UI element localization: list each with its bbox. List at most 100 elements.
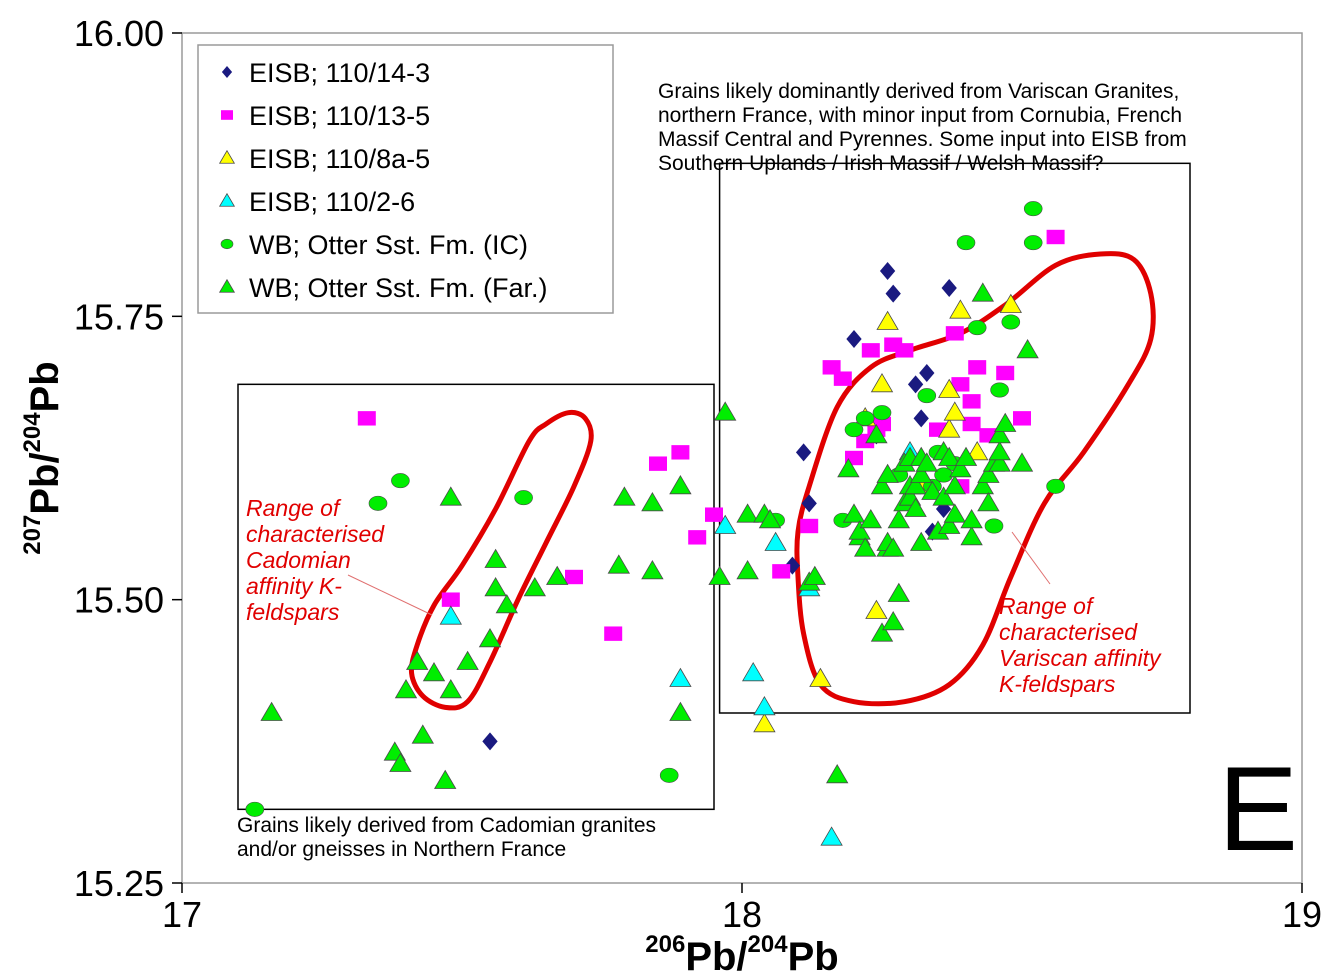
variscan-label-leader [1011, 531, 1051, 585]
point-series-1-20 [945, 326, 964, 341]
point-series-5-67 [949, 458, 972, 478]
point-series-4-17 [967, 320, 987, 336]
point-series-5-18 [613, 486, 636, 506]
point-series-5-47 [887, 509, 910, 529]
legend-marker-2 [218, 149, 236, 164]
point-series-0-2 [795, 443, 812, 462]
point-series-5-53 [904, 475, 927, 495]
point-series-1-1 [441, 592, 460, 607]
legend-marker-5 [218, 278, 236, 293]
point-series-2-9 [943, 401, 966, 421]
point-series-4-7 [844, 422, 864, 438]
point-series-5-75 [988, 452, 1011, 472]
point-series-5-36 [854, 537, 877, 557]
point-series-5-25 [736, 503, 759, 523]
point-series-5-58 [915, 452, 938, 472]
point-series-5-71 [971, 475, 994, 495]
point-series-5-9 [439, 486, 462, 506]
x-tick-label-0: 17 [162, 894, 202, 935]
legend-box [197, 44, 614, 314]
point-series-5-78 [994, 412, 1017, 432]
point-series-5-77 [988, 424, 1011, 444]
point-series-0-13 [941, 279, 957, 297]
point-series-3-4 [753, 696, 776, 716]
legend-marker-4 [220, 238, 234, 250]
point-series-4-11 [917, 388, 937, 404]
point-series-5-43 [876, 463, 899, 483]
point-series-2-0 [753, 713, 776, 733]
point-series-5-31 [826, 764, 849, 784]
variscan-box [718, 162, 1191, 714]
panel-letter: E [1218, 742, 1298, 876]
point-series-5-40 [870, 622, 894, 642]
point-series-5-46 [887, 582, 910, 602]
variscan-range-label-line-1: characterised [999, 619, 1138, 645]
point-series-4-21 [1023, 235, 1043, 251]
point-series-4-4 [659, 767, 679, 783]
point-series-5-28 [758, 509, 782, 529]
point-series-4-22 [1023, 201, 1043, 217]
point-series-4-3 [514, 490, 533, 506]
point-series-5-15 [523, 577, 546, 597]
point-series-5-55 [910, 463, 933, 483]
legend-marker-1 [221, 110, 233, 120]
point-series-5-32 [837, 458, 860, 478]
y-axis-title: 207Pb/204Pb [19, 361, 67, 554]
point-series-2-12 [999, 293, 1022, 313]
point-series-2-4 [870, 373, 894, 393]
variscan-note-line-3: Southern Uplands / Irish Massif / Welsh … [658, 152, 1103, 175]
point-series-5-3 [394, 679, 418, 699]
point-series-5-10 [456, 650, 479, 670]
point-series-5-33 [842, 503, 866, 523]
point-series-1-21 [951, 377, 970, 392]
point-series-5-39 [870, 475, 894, 495]
point-series-3-0 [439, 605, 462, 625]
point-series-3-2 [714, 514, 737, 534]
legend-label-2: EISB; 110/8a-5 [249, 144, 430, 174]
point-series-5-61 [932, 486, 955, 506]
point-series-1-29 [1046, 229, 1065, 245]
point-series-3-5 [764, 531, 787, 551]
point-series-1-2 [565, 569, 583, 585]
point-series-5-26 [736, 560, 759, 580]
point-series-0-0 [482, 732, 498, 751]
point-series-5-23 [708, 565, 731, 585]
point-series-1-25 [968, 360, 987, 375]
legend-label-5: WB; Otter Sst. Fm. (Far.) [249, 273, 548, 303]
y-tick-label-1: 15.50 [74, 580, 164, 621]
label-leaders [347, 531, 1051, 616]
variscan-note-line-2: Massif Central and Pyrennes. Some input … [658, 128, 1187, 151]
point-series-5-76 [988, 441, 1011, 461]
cadomian-note: Grains likely derived from Cadomian gran… [237, 814, 656, 861]
point-series-4-9 [872, 405, 892, 421]
point-series-0-9 [913, 409, 929, 428]
point-series-5-73 [977, 463, 1000, 483]
point-series-5-14 [495, 594, 518, 614]
point-series-5-4 [406, 650, 429, 670]
cadomian-range-label-line-0: Range of [246, 495, 342, 521]
point-series-1-23 [962, 394, 981, 409]
x-axis-title: 206Pb/204Pb [645, 931, 838, 978]
point-series-5-8 [439, 679, 462, 699]
point-series-5-66 [943, 475, 966, 495]
point-series-5-21 [669, 701, 692, 721]
point-series-5-69 [960, 526, 983, 546]
point-series-5-79 [1010, 452, 1034, 472]
x-tick-label-2: 19 [1282, 894, 1322, 935]
point-series-4-0 [245, 801, 265, 817]
cadomian-range-label-line-4: feldspars [246, 599, 340, 625]
point-series-2-10 [949, 299, 972, 319]
point-series-4-20 [1001, 314, 1021, 330]
point-series-5-65 [943, 503, 966, 523]
point-series-5-56 [910, 531, 933, 551]
point-series-1-10 [822, 360, 841, 375]
point-series-1-24 [962, 416, 981, 432]
point-series-1-27 [996, 365, 1015, 381]
legend-label-0: EISB; 110/14-3 [249, 58, 430, 88]
point-series-2-11 [966, 441, 989, 461]
point-series-5-68 [954, 446, 978, 466]
point-series-4-23 [1046, 478, 1065, 494]
point-series-1-9 [800, 518, 819, 534]
point-series-4-18 [984, 518, 1004, 534]
point-series-5-35 [848, 520, 871, 540]
